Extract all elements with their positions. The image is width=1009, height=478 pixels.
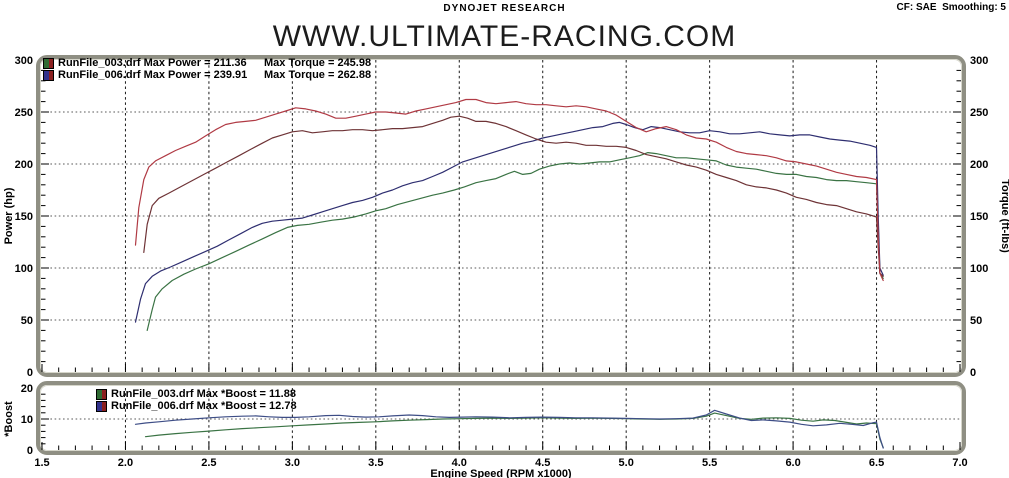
svg-text:250: 250	[970, 107, 988, 119]
svg-text:2.5: 2.5	[201, 457, 216, 469]
legend-file-label: RunFile_003.drf	[58, 57, 141, 69]
run-003-swatch-icon	[43, 57, 54, 69]
svg-text:200: 200	[970, 159, 988, 171]
svg-text:100: 100	[970, 263, 988, 275]
legend-max-boost: Max *Boost = 12.78	[196, 400, 297, 412]
svg-text:*Boost: *Boost	[3, 401, 15, 437]
svg-text:3.0: 3.0	[285, 457, 300, 469]
svg-text:20: 20	[21, 383, 33, 395]
svg-text:150: 150	[15, 211, 33, 223]
legend-row: RunFile_003.drf Max *Boost = 11.88	[96, 388, 297, 400]
run-003-swatch-icon	[96, 388, 107, 400]
svg-text:4.0: 4.0	[452, 457, 467, 469]
legend-row: RunFile_003.drf Max Power = 211.36 Max T…	[43, 57, 371, 69]
legend-file-label: RunFile_006.drf	[58, 69, 141, 81]
svg-text:0: 0	[970, 367, 976, 379]
run-006-swatch-icon	[96, 400, 107, 412]
svg-text:1.5: 1.5	[34, 457, 49, 469]
svg-text:200: 200	[15, 159, 33, 171]
legend-max-torque: Max Torque = 262.88	[264, 69, 372, 81]
svg-text:250: 250	[15, 107, 33, 119]
legend-row: RunFile_006.drf Max Power = 239.91 Max T…	[43, 69, 371, 81]
svg-text:50: 50	[970, 315, 982, 327]
dynojet-brand-text: DYNOJET RESEARCH	[443, 3, 566, 14]
svg-text:5.5: 5.5	[702, 457, 717, 469]
legend-max-boost: Max *Boost = 11.88	[196, 388, 296, 400]
svg-text:6.0: 6.0	[785, 457, 800, 469]
boost-chart-legend: RunFile_003.drf Max *Boost = 11.88 RunFi…	[96, 388, 297, 412]
svg-text:Engine Speed (RPM x1000): Engine Speed (RPM x1000)	[430, 468, 572, 478]
svg-text:300: 300	[970, 55, 988, 67]
svg-text:0: 0	[27, 445, 33, 457]
legend-file-label: RunFile_003.drf	[111, 388, 194, 400]
correction-smoothing-text: CF: SAE Smoothing: 5	[896, 2, 1006, 13]
svg-text:7.0: 7.0	[952, 457, 967, 469]
legend-file-label: RunFile_006.drf	[111, 400, 194, 412]
power-torque-chart: 0 0 50 50 100 100 150 150 200 200 250 250 300 300 Powe…	[3, 55, 1009, 379]
svg-text:50: 50	[21, 315, 33, 327]
legend-row: RunFile_006.drf Max *Boost = 12.78	[96, 400, 297, 412]
svg-text:150: 150	[970, 211, 988, 223]
svg-text:6.5: 6.5	[869, 457, 884, 469]
svg-text:Power (hp): Power (hp)	[3, 187, 15, 244]
svg-text:10: 10	[21, 414, 33, 426]
svg-text:2.0: 2.0	[118, 457, 133, 469]
svg-text:3.5: 3.5	[368, 457, 383, 469]
svg-text:0: 0	[27, 367, 33, 379]
svg-text:4.5: 4.5	[535, 457, 550, 469]
svg-text:300: 300	[15, 55, 33, 67]
legend-max-power: Max Power = 239.91	[143, 69, 248, 81]
legend-max-power: Max Power = 211.36	[143, 57, 247, 69]
run-006-swatch-icon	[43, 69, 54, 81]
page-title: WWW.ULTIMATE-RACING.COM	[272, 20, 737, 53]
svg-text:5.0: 5.0	[619, 457, 634, 469]
legend-max-torque: Max Torque = 245.98	[264, 57, 372, 69]
boost-chart: 0 10 20 1.5 2.0 2.5 3.0 3.5 4.0 4.5 5.0 5.5 6.0 6.5 7.…	[3, 381, 968, 478]
svg-text:Torque (ft-lbs): Torque (ft-lbs)	[999, 179, 1009, 253]
main-chart-legend: RunFile_003.drf Max Power = 211.36 Max T…	[43, 57, 371, 81]
svg-text:100: 100	[15, 263, 33, 275]
